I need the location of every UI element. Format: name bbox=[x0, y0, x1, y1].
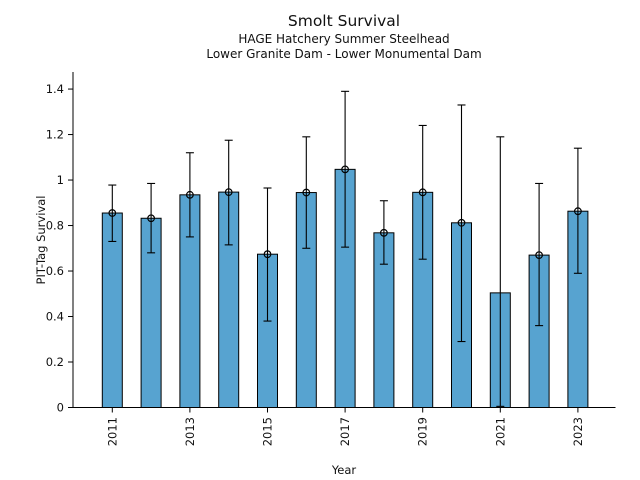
x-tick-label: 2017 bbox=[338, 417, 352, 446]
chart-subtitle-line1: HAGE Hatchery Summer Steelhead bbox=[238, 32, 450, 46]
y-tick-label: 1.2 bbox=[46, 128, 64, 142]
y-axis-label: PIT-Tag Survival bbox=[34, 195, 48, 285]
y-tick-label: 0 bbox=[57, 401, 64, 415]
point-marker-2014 bbox=[224, 188, 233, 196]
x-tick-label: 2011 bbox=[105, 417, 119, 446]
x-tick-label: 2019 bbox=[416, 417, 430, 446]
point-marker-2015 bbox=[263, 250, 272, 259]
x-tick-label: 2023 bbox=[571, 417, 585, 446]
point-marker-2023 bbox=[574, 207, 582, 216]
y-tick-label: 0.8 bbox=[46, 219, 64, 233]
y-tick-label: 0.6 bbox=[46, 264, 64, 278]
point-marker-2017 bbox=[341, 165, 350, 174]
y-tick-label: 1 bbox=[57, 173, 64, 187]
chart-subtitle-line2: Lower Granite Dam - Lower Monumental Dam bbox=[206, 47, 482, 61]
x-tick-label: 2013 bbox=[183, 417, 197, 446]
x-tick-label: 2015 bbox=[261, 417, 275, 446]
y-tick-label: 0.2 bbox=[46, 355, 64, 369]
point-marker-2019 bbox=[418, 188, 427, 197]
point-marker-2020 bbox=[457, 218, 466, 227]
point-marker-2016 bbox=[302, 188, 311, 197]
x-tick-label: 2021 bbox=[493, 417, 507, 446]
point-marker-2022 bbox=[535, 251, 543, 260]
y-tick-label: 0.4 bbox=[46, 310, 64, 324]
point-marker-2012 bbox=[147, 214, 156, 223]
x-axis-label: Year bbox=[331, 463, 357, 477]
chart-title: Smolt Survival bbox=[287, 12, 401, 30]
point-marker-2013 bbox=[185, 190, 194, 199]
point-marker-2018 bbox=[380, 228, 388, 237]
point-marker-2011 bbox=[108, 209, 117, 217]
y-tick-label: 1.4 bbox=[46, 82, 64, 96]
bar-2011 bbox=[101, 212, 123, 408]
